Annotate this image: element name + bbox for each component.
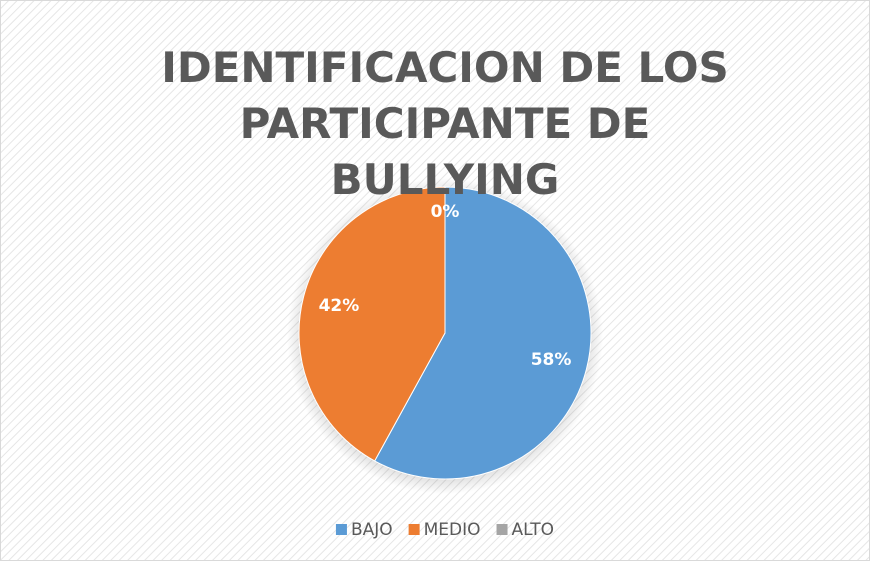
- data-label: 58%: [531, 350, 572, 370]
- pie-slice: [298, 186, 446, 462]
- pie-slice: [373, 186, 592, 480]
- legend-label: ALTO: [512, 520, 555, 540]
- chart-title: IDENTIFICACION DE LOS PARTICIPANTE DE BU…: [161, 43, 729, 204]
- data-label: 0%: [431, 202, 460, 222]
- data-label: 42%: [319, 296, 360, 316]
- legend-swatch: [496, 524, 508, 535]
- legend-label: MEDIO: [424, 520, 481, 540]
- legend-swatch: [335, 524, 347, 535]
- legend-label: BAJO: [351, 520, 393, 540]
- legend-swatch: [408, 524, 420, 535]
